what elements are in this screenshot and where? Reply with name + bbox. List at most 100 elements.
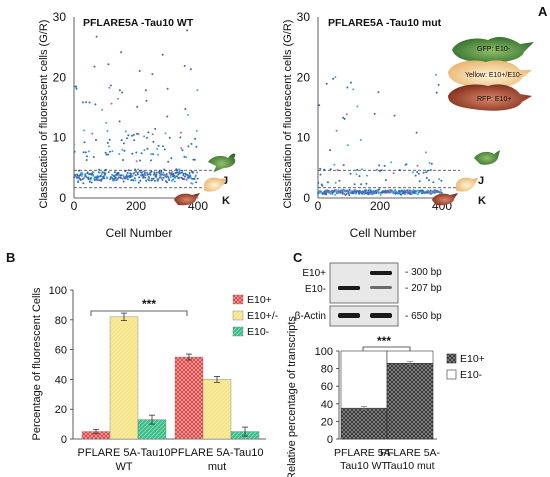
scatter-point bbox=[105, 153, 108, 156]
scatter-point bbox=[142, 170, 145, 173]
scatter-point bbox=[326, 181, 329, 184]
scatter-point bbox=[196, 89, 199, 92]
scatter-point bbox=[108, 138, 111, 141]
scatter-point bbox=[329, 168, 332, 171]
scatter-point bbox=[404, 192, 407, 195]
scatter-point bbox=[179, 131, 182, 134]
y-tick-label: 30 bbox=[297, 10, 311, 24]
bar-c-y-tick-label: 60 bbox=[321, 381, 333, 393]
scatter-point bbox=[356, 105, 359, 108]
scatter-point bbox=[146, 147, 149, 150]
scatter-point bbox=[93, 179, 96, 182]
scatter-point bbox=[167, 160, 170, 163]
scatter-point bbox=[145, 179, 148, 182]
scatter-point bbox=[189, 175, 192, 178]
scatter-point bbox=[130, 172, 132, 175]
scatter-point bbox=[439, 188, 442, 191]
scatter-point bbox=[425, 176, 428, 179]
scatter-point bbox=[171, 170, 174, 173]
y-tick-label: 0 bbox=[59, 191, 66, 205]
scatter-point bbox=[122, 159, 124, 161]
bar-b-category-label: PFLARE 5A-Tau10 bbox=[171, 447, 264, 459]
scatter-point bbox=[127, 169, 130, 172]
scatter-point bbox=[365, 189, 368, 192]
scatter-mut-title: PFLARE5A -Tau10 mut bbox=[328, 17, 442, 29]
scatter-point bbox=[106, 130, 109, 132]
scatter-point bbox=[105, 121, 108, 124]
scatter-point bbox=[138, 70, 141, 72]
scatter-point bbox=[425, 171, 428, 174]
scatter-point bbox=[158, 176, 161, 179]
scatter-point bbox=[152, 153, 155, 156]
scatter-point bbox=[378, 188, 381, 191]
scatter-point bbox=[163, 148, 166, 151]
scatter-point bbox=[118, 89, 121, 92]
scatter-point bbox=[182, 172, 185, 175]
band-mut-actin bbox=[370, 313, 392, 318]
scatter-point bbox=[373, 112, 376, 115]
bar-c-e10p bbox=[340, 407, 388, 440]
scatter-point bbox=[121, 177, 124, 180]
scatter-point bbox=[90, 181, 93, 184]
scatter-point bbox=[415, 131, 418, 134]
scatter-point bbox=[157, 178, 160, 181]
scatter-point bbox=[153, 172, 156, 175]
scatter-point bbox=[153, 179, 156, 182]
scatter-point bbox=[360, 183, 363, 186]
scatter-point bbox=[186, 174, 189, 176]
scatter-point bbox=[194, 137, 197, 140]
scatter-point bbox=[180, 171, 183, 174]
scatter-point bbox=[155, 173, 158, 176]
scatter-point bbox=[418, 180, 421, 183]
scatter-point bbox=[185, 178, 188, 181]
gel-actin-box bbox=[329, 305, 399, 327]
scatter-point bbox=[353, 183, 356, 186]
bar-c-significance: *** bbox=[377, 334, 391, 348]
scatter-point bbox=[120, 51, 123, 54]
scatter-point bbox=[428, 162, 431, 164]
scatter-point bbox=[84, 174, 87, 177]
scatter-point bbox=[183, 64, 186, 67]
scatter-point bbox=[432, 181, 435, 184]
bar-b-y-tick-label: 0 bbox=[61, 434, 67, 446]
band-mut-207 bbox=[370, 286, 392, 289]
scatter-point bbox=[183, 178, 186, 181]
scatter-point bbox=[87, 176, 90, 179]
scatter-point bbox=[92, 156, 95, 158]
scatter-point bbox=[195, 145, 198, 148]
scatter-point bbox=[424, 151, 427, 154]
scatter-point bbox=[139, 159, 141, 162]
scatter-point bbox=[122, 180, 125, 183]
scatter-point bbox=[366, 174, 368, 177]
scatter-point bbox=[411, 171, 414, 174]
bar-chart-b: Percentage of fluorescent Cells 0 20 40 60 8… bbox=[31, 285, 279, 473]
scatter-point bbox=[172, 178, 175, 181]
scatter-point bbox=[92, 174, 95, 177]
scatter-point bbox=[342, 164, 345, 167]
scatter-point bbox=[361, 168, 363, 171]
scatter-point bbox=[334, 181, 337, 184]
scatter-point bbox=[191, 177, 194, 180]
scatter-point bbox=[107, 63, 110, 66]
scatter-point bbox=[113, 171, 116, 174]
bar-c-e10p bbox=[386, 363, 434, 440]
bar-b-legend-label: E10+/- bbox=[247, 310, 279, 322]
legend-yellow: Yellow: E10+/E10- bbox=[465, 72, 523, 79]
scatter-point bbox=[332, 77, 335, 80]
bar-c-significance-bracket bbox=[362, 346, 411, 351]
cell-icon-red bbox=[174, 193, 200, 206]
bar-c-legend-label: E10- bbox=[460, 369, 483, 381]
scatter-point bbox=[392, 172, 395, 175]
scatter-point bbox=[166, 115, 169, 118]
scatter-point bbox=[124, 170, 127, 173]
cell-icon-yellow bbox=[204, 177, 226, 192]
scatter-mut-threshold-k: K bbox=[478, 195, 486, 207]
scatter-point bbox=[384, 179, 387, 182]
scatter-point bbox=[106, 141, 109, 144]
scatter-point bbox=[86, 155, 88, 158]
scatter-point bbox=[165, 173, 168, 176]
y-tick-label: 10 bbox=[297, 131, 311, 145]
scatter-point bbox=[416, 164, 419, 167]
scatter-point bbox=[152, 140, 155, 143]
scatter-point bbox=[73, 143, 76, 146]
